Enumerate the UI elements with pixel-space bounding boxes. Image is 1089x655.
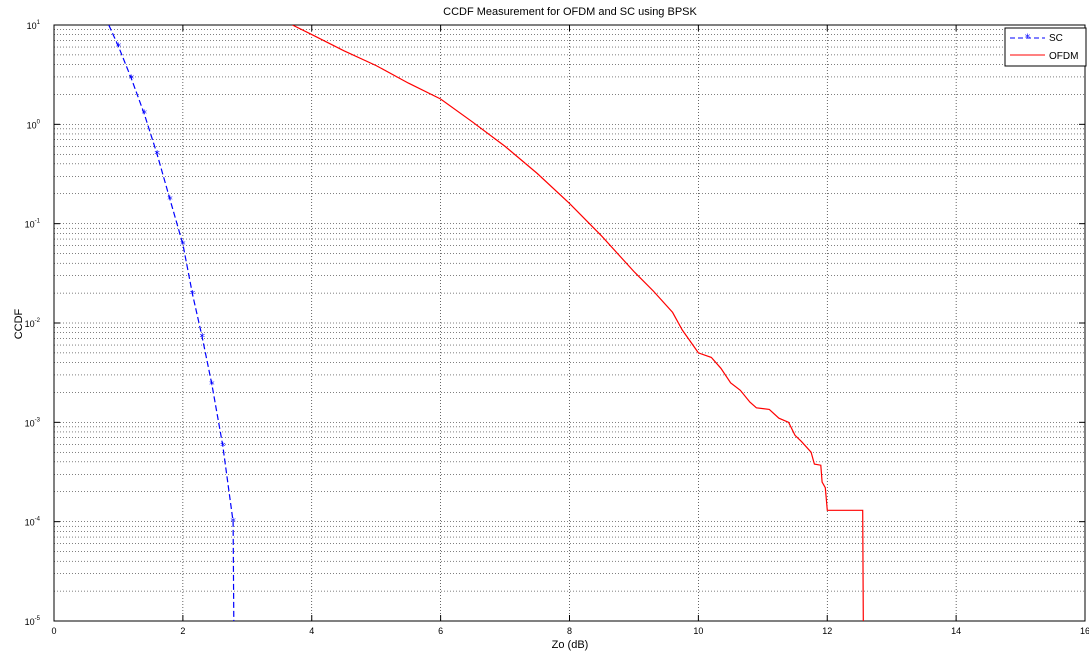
series-sc-marker: * (230, 516, 236, 529)
tick-marks (53, 24, 1086, 622)
series-sc-marker: * (116, 40, 122, 53)
y-tick-label: 10-5 (25, 616, 41, 627)
x-tick-label: 16 (1080, 626, 1089, 636)
legend: * SC OFDM (1004, 27, 1087, 67)
series-sc-line (108, 25, 235, 621)
legend-label-ofdm: OFDM (1049, 51, 1078, 62)
y-tick-label: 10-1 (25, 219, 41, 230)
series-sc-marker: * (167, 194, 173, 207)
grid-layer (54, 25, 1085, 621)
x-tick-label: 10 (693, 626, 703, 636)
x-tick-labels: 0 2 4 6 8 10 12 14 16 (51, 626, 1089, 636)
series-ofdm-line (292, 25, 864, 621)
series-sc-marker: * (220, 440, 226, 453)
x-tick-label: 0 (51, 626, 56, 636)
series-sc-marker: * (199, 331, 205, 344)
plot-area: 0 2 4 6 8 10 12 14 16 101 100 10-1 10-2 10-3 10-4 10-5… (25, 20, 1089, 636)
x-tick-label: 2 (180, 626, 185, 636)
series-sc-marker: * (190, 288, 196, 301)
y-tick-labels: 101 100 10-1 10-2 10-3 10-4 10-5 (25, 20, 41, 627)
y-tick-label: 100 (27, 119, 41, 130)
x-tick-label: 8 (567, 626, 572, 636)
x-tick-label: 6 (438, 626, 443, 636)
x-axis-label: Zo (dB) (552, 639, 589, 651)
legend-box (1004, 27, 1087, 67)
x-tick-label: 14 (951, 626, 961, 636)
x-tick-label: 4 (309, 626, 314, 636)
x-tick-label: 12 (822, 626, 832, 636)
legend-label-sc: SC (1049, 33, 1063, 44)
y-tick-label: 10-2 (25, 318, 41, 329)
legend-marker-sc: * (1025, 32, 1031, 45)
y-tick-label: 101 (27, 20, 41, 31)
series-sc-marker: * (154, 148, 160, 161)
chart-title: CCDF Measurement for OFDM and SC using B… (443, 6, 697, 18)
series-sc-marker: * (180, 238, 186, 251)
series-sc-marker: * (129, 72, 135, 85)
y-tick-label: 10-3 (25, 417, 41, 428)
y-axis-label: CCDF (13, 308, 25, 339)
series-layer: * * * * * * * * * * * (108, 25, 864, 621)
series-sc-marker: * (209, 379, 215, 392)
y-tick-label: 10-4 (25, 517, 41, 528)
series-sc-marker: * (141, 108, 147, 121)
